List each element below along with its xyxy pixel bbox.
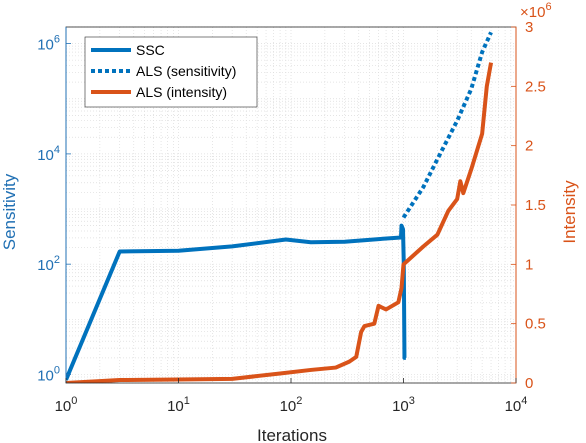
x-tick-label: 104 xyxy=(505,395,528,415)
x-tick-label: 101 xyxy=(167,395,190,415)
series-line-als-sensitivity xyxy=(401,31,493,219)
axes xyxy=(65,26,517,384)
y-right-tick-label: 1.5 xyxy=(525,197,546,214)
y-axis-right-label: Intensity xyxy=(560,180,579,244)
y-axis-left-label: Sensitivity xyxy=(0,173,19,250)
series-line-ssc xyxy=(66,223,407,381)
legend-label: ALS (intensity) xyxy=(136,84,227,100)
tick-labels: 100 101 102 103 104 100 102 104 106 0 0.5 1 1.5 2 2.5 3… xyxy=(37,1,551,415)
series-line-als-intensity xyxy=(66,62,494,383)
x-tick-label: 102 xyxy=(280,395,303,415)
y-right-multiplier: ×106 xyxy=(520,1,552,21)
y-right-tick-label: 2.5 xyxy=(525,78,546,95)
y-right-tick-label: 0 xyxy=(525,375,533,392)
x-axis-label: Iterations xyxy=(257,426,327,443)
legend-label: SSC xyxy=(136,42,165,58)
x-tick-label: 103 xyxy=(392,395,415,415)
y-left-tick-label: 100 xyxy=(37,364,60,384)
y-right-tick-label: 2 xyxy=(525,138,533,155)
y-left-tick-label: 106 xyxy=(37,34,60,54)
y-right-tick-label: 1 xyxy=(525,256,533,273)
legend: SSC ALS (sensitivity) ALS (intensity) xyxy=(84,36,258,108)
y-right-tick-label: 3 xyxy=(525,19,533,36)
y-right-tick-label: 0.5 xyxy=(525,316,546,333)
y-left-tick-label: 102 xyxy=(37,254,60,274)
legend-label: ALS (sensitivity) xyxy=(136,63,236,79)
x-tick-label: 100 xyxy=(55,395,78,415)
series-layer xyxy=(66,31,494,383)
y-left-tick-label: 104 xyxy=(37,144,60,164)
